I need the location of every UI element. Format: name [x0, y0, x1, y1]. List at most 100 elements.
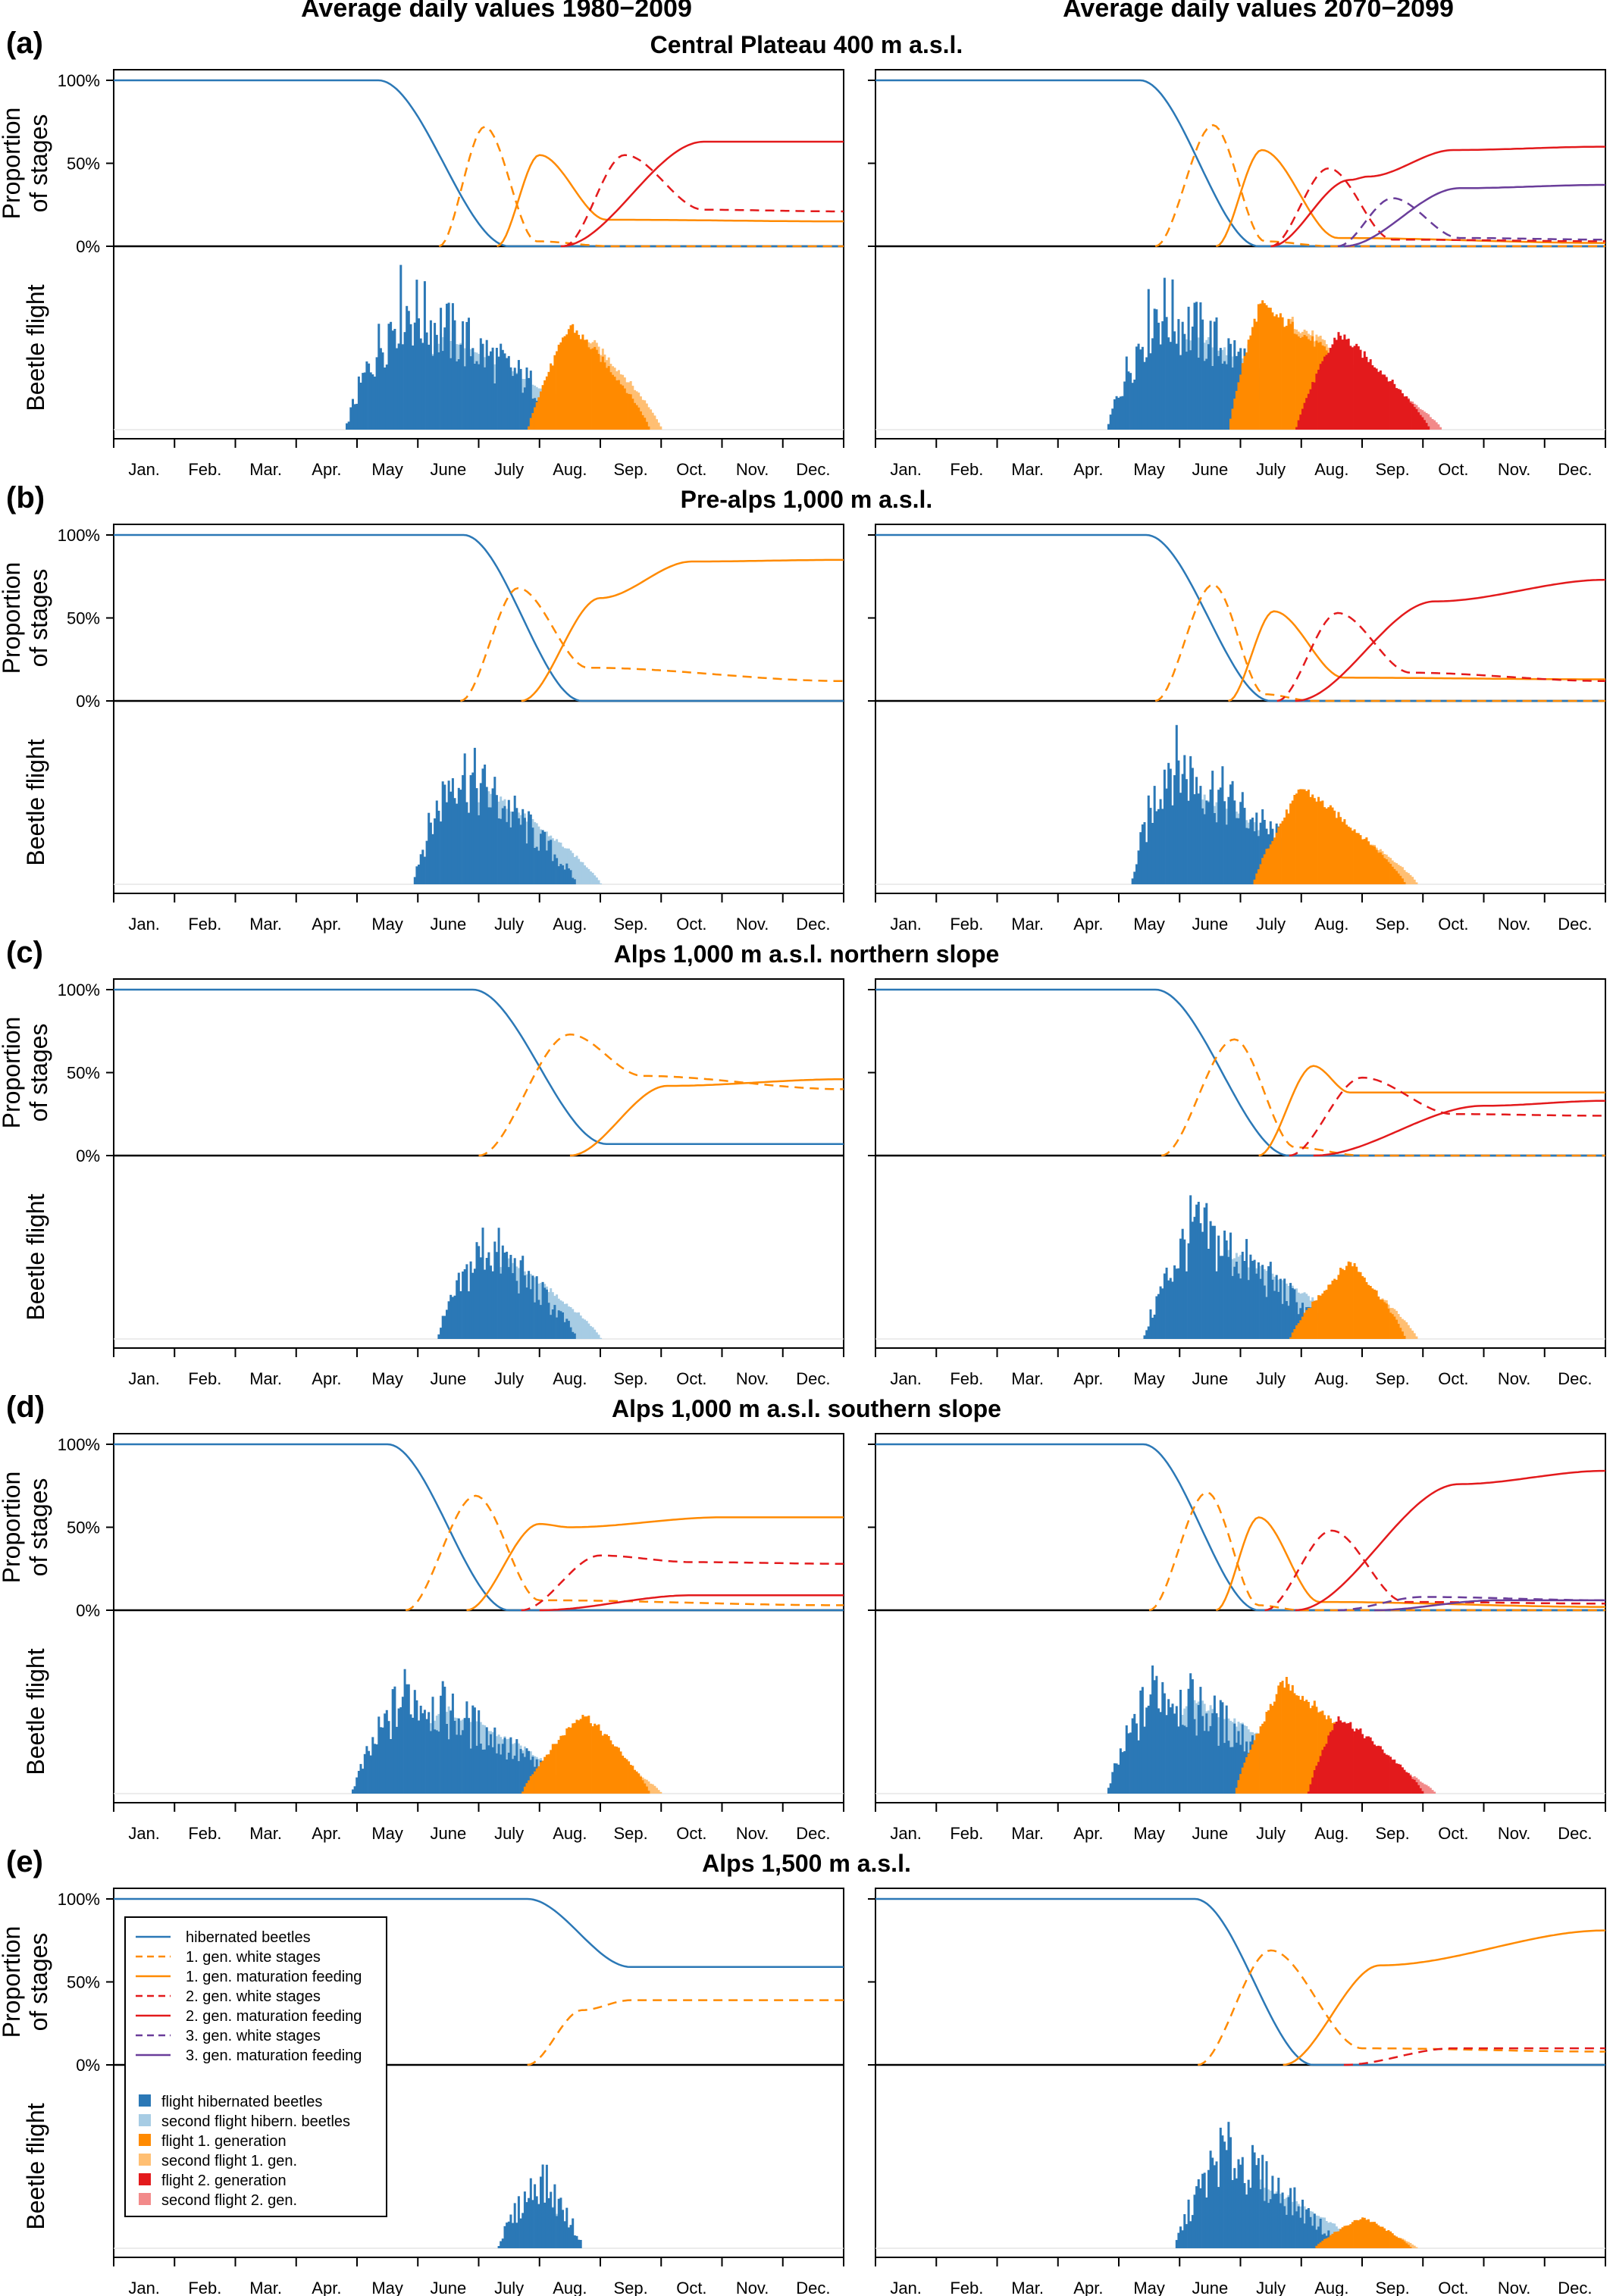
flight-bar	[1109, 414, 1112, 430]
flight-bar	[1131, 878, 1134, 884]
flight-bar	[521, 2213, 525, 2248]
flight-bar	[449, 791, 453, 884]
flight-bar	[441, 1681, 444, 1794]
flight-bar	[535, 2196, 538, 2248]
flight-bar	[490, 351, 492, 430]
flight-bar	[603, 1734, 606, 1794]
flight-bar	[600, 1337, 603, 1339]
flight-bar	[507, 1753, 510, 1794]
flight-bar	[434, 323, 437, 430]
month-label: Apr.	[1073, 460, 1103, 479]
flight-bar	[1411, 2244, 1414, 2248]
stage-line-g1w	[478, 1033, 844, 1157]
flight-bar	[1365, 1282, 1368, 1339]
flight-bar	[1359, 349, 1362, 430]
flight-bar	[1383, 374, 1386, 430]
legend-line-label: 3. gen. white stages	[186, 2028, 321, 2044]
flight-bar	[506, 821, 509, 884]
flight-bar	[1275, 832, 1278, 884]
flight-bar	[1427, 1786, 1430, 1794]
month-label: Oct.	[676, 915, 706, 934]
flight-bar	[547, 1754, 550, 1794]
panel-letter: (a)	[6, 27, 43, 60]
flight-bar	[1161, 1681, 1164, 1794]
flight-bar	[1209, 1725, 1212, 1794]
flight-bar	[1353, 1731, 1356, 1794]
flight-bar	[1333, 1724, 1336, 1794]
flight-bar	[1409, 874, 1412, 884]
flight-bar	[567, 1727, 570, 1794]
flight-bar	[485, 339, 488, 430]
flight-bar	[1231, 780, 1234, 884]
flight-bar	[425, 1719, 428, 1794]
flight-bar	[545, 2164, 548, 2248]
flight-bar	[1395, 388, 1398, 430]
flight-bar	[1247, 2179, 1250, 2248]
flight-bar	[657, 422, 660, 430]
flight-bar	[541, 1281, 544, 1339]
flight-area-hib	[413, 747, 576, 884]
month-label: Aug.	[1314, 1824, 1348, 1843]
flight-bar	[425, 332, 428, 430]
flight-bar	[1401, 2239, 1404, 2248]
flight-bar	[1313, 1770, 1316, 1794]
flight-bar	[491, 347, 494, 430]
flight-bar	[1317, 1762, 1320, 1794]
flight-bar	[363, 372, 366, 430]
flight-bar	[1245, 352, 1248, 430]
flight-bar	[506, 358, 509, 430]
flight-bar	[1343, 1270, 1346, 1339]
flight-bar	[581, 1715, 584, 1794]
flight-bar	[1147, 1326, 1150, 1339]
flight-bar	[469, 1748, 472, 1794]
flight-bar	[634, 402, 636, 430]
flight-bar	[607, 1736, 610, 1794]
flight-bar	[1195, 2186, 1198, 2248]
flight-bar	[1291, 800, 1294, 884]
flight-bar	[1311, 2226, 1314, 2248]
flight-bar	[1167, 1280, 1170, 1339]
flight-bar	[1237, 818, 1240, 884]
flight-bar	[1263, 1285, 1266, 1339]
flight-bar	[1173, 331, 1176, 430]
flight-bar	[1159, 1286, 1162, 1339]
flight-bar	[1163, 1273, 1166, 1339]
flight-bar	[1335, 1722, 1338, 1794]
flight-bar	[1393, 383, 1396, 430]
flight-bar	[1307, 339, 1310, 430]
flight-bar	[1289, 324, 1292, 430]
month-label: Oct.	[1438, 2279, 1468, 2296]
flight-bar	[479, 1744, 482, 1794]
month-label: Nov.	[1498, 915, 1531, 934]
flight-bar	[1333, 1278, 1336, 1339]
flight-bar	[531, 827, 534, 884]
flight-area-hib	[497, 2164, 582, 2248]
flight-bar	[1349, 1722, 1352, 1794]
flight-bar	[623, 1757, 626, 1794]
flight-bar	[1421, 1791, 1424, 1794]
flight-bar	[512, 2222, 514, 2248]
month-label: Sep.	[1375, 1824, 1409, 1843]
flight-bar	[1179, 355, 1182, 430]
flight-bar	[371, 374, 374, 430]
flight-bar	[1423, 420, 1426, 430]
flight-bar	[465, 802, 468, 884]
flight-bar	[1235, 818, 1238, 884]
flight-bar	[553, 854, 556, 884]
flight-bar	[355, 403, 359, 430]
flight-bar	[1241, 2157, 1244, 2248]
flight-bar	[1187, 800, 1190, 884]
flight-bar	[1321, 2217, 1324, 2248]
flight-bar	[513, 796, 516, 884]
flight-bar	[1297, 790, 1300, 884]
flight-bar	[1405, 1772, 1408, 1794]
flight-bar	[585, 1321, 588, 1339]
flight-bar	[1365, 837, 1368, 884]
flight-bar	[1147, 1706, 1150, 1794]
flight-bar	[559, 843, 562, 884]
flight-bar	[1311, 1301, 1314, 1339]
month-label: Nov.	[736, 460, 769, 479]
flight-bar	[1221, 363, 1224, 430]
flight-bar	[1207, 1249, 1210, 1339]
flight-bar	[1231, 368, 1234, 430]
